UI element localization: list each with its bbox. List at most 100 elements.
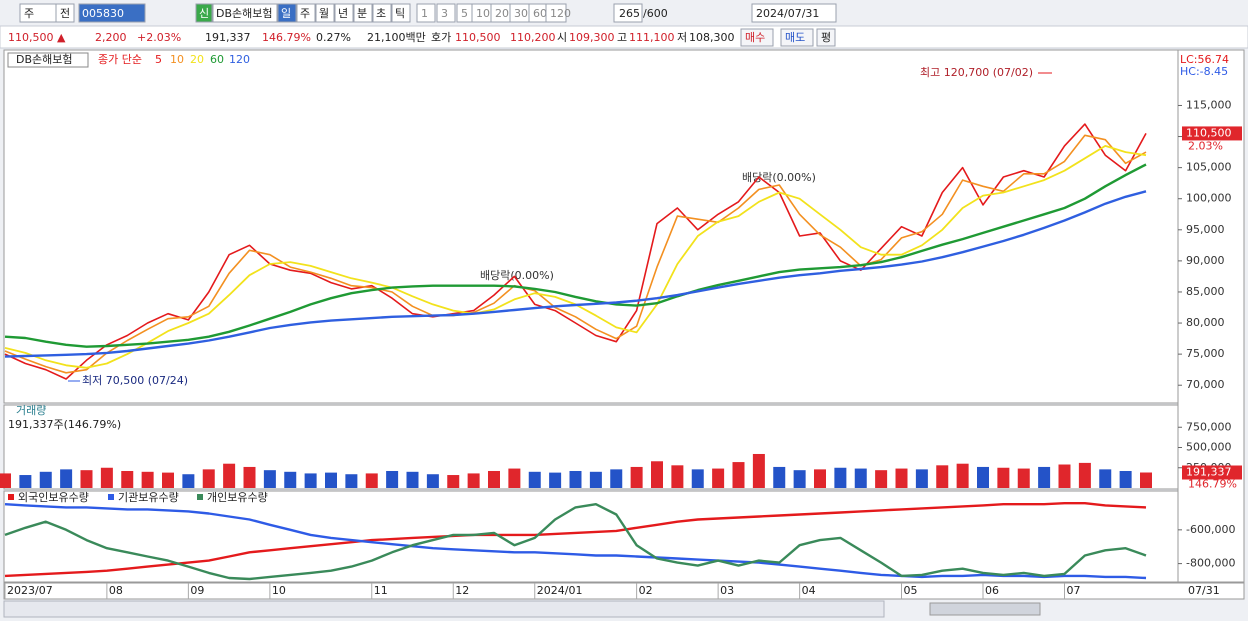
legend-entry: 5 xyxy=(155,53,162,66)
quote-bid: 110,200 xyxy=(510,31,556,44)
high-annotation: 최고 120,700 (07/02) xyxy=(920,66,1033,79)
series-line xyxy=(4,134,1147,374)
period-button[interactable]: 틱 xyxy=(395,7,405,20)
volume-bar xyxy=(100,467,113,488)
period-button[interactable]: 년 xyxy=(338,7,348,20)
period-button-box[interactable] xyxy=(391,3,411,23)
x-tick-label: 2024/01 xyxy=(537,584,583,597)
period-button[interactable]: 월 xyxy=(319,7,329,20)
market-select[interactable]: 주 xyxy=(24,7,34,20)
chart-title: DB손해보험 xyxy=(16,52,73,66)
x-tick-label: 04 xyxy=(802,584,816,597)
period-button-box[interactable] xyxy=(315,3,335,23)
volume-bar xyxy=(528,471,541,488)
volume-bar xyxy=(1017,468,1030,488)
legend-entry: 10 xyxy=(170,53,184,66)
period-button-box[interactable] xyxy=(372,3,392,23)
prev-button-box[interactable] xyxy=(55,3,75,23)
x-tick-label: 07 xyxy=(1067,584,1081,597)
count-input[interactable]: 265 xyxy=(619,7,640,20)
period-button-box[interactable] xyxy=(296,3,316,23)
x-tick-label: 02 xyxy=(639,584,653,597)
stock-name-box[interactable] xyxy=(212,3,278,23)
x-tick-label: 09 xyxy=(190,584,204,597)
y-tick-label: 100,000 xyxy=(1186,192,1232,205)
prev-button[interactable]: 전 xyxy=(60,7,70,20)
volume-bar xyxy=(1140,472,1152,488)
last-volume-ratio: 146.79% xyxy=(1188,478,1237,491)
legend-entry: 60 xyxy=(210,53,224,66)
scroll-thumb[interactable] xyxy=(929,602,1041,616)
volume-bar xyxy=(263,470,276,488)
volume-bar xyxy=(854,468,867,488)
volume-bar xyxy=(915,469,928,488)
interval-button-box[interactable] xyxy=(436,3,456,23)
price-pane xyxy=(3,49,1179,404)
interval-button[interactable]: 10 xyxy=(476,7,490,20)
volume-bar xyxy=(1038,466,1051,488)
volume-bar xyxy=(467,473,480,488)
avg-button[interactable] xyxy=(816,28,836,47)
count-max[interactable]: /600 xyxy=(643,7,668,20)
series-line xyxy=(4,503,1147,581)
badge[interactable]: 신 xyxy=(199,7,209,20)
quote-high: 111,100 xyxy=(629,31,675,44)
period-button[interactable]: 일 xyxy=(281,6,291,20)
quote-open: 109,300 xyxy=(569,31,615,44)
series-line xyxy=(4,502,1147,578)
last-change-label: 2.03% xyxy=(1188,139,1223,152)
date-input-box[interactable] xyxy=(751,3,837,23)
legend-swatch xyxy=(8,494,14,500)
buy-button[interactable] xyxy=(740,28,774,47)
period-button[interactable]: 초 xyxy=(376,7,386,20)
interval-button[interactable]: 120 xyxy=(550,7,571,20)
volume-bar xyxy=(386,470,399,488)
interval-button[interactable]: 1 xyxy=(421,7,428,20)
count-input-box[interactable] xyxy=(613,3,643,23)
badge-box[interactable] xyxy=(195,3,213,23)
legend-swatch xyxy=(197,494,203,500)
code-input-box[interactable] xyxy=(78,3,146,23)
interval-button[interactable]: 30 xyxy=(514,7,528,20)
quote-sell[interactable]: 매도 xyxy=(785,31,805,44)
last-price-label: 110,500 xyxy=(1186,126,1232,139)
y-tick-label: 85,000 xyxy=(1186,285,1225,298)
period-button-box[interactable] xyxy=(277,3,297,23)
quote-low-label: 저 xyxy=(677,31,687,44)
period-button-box[interactable] xyxy=(353,3,373,23)
volume-bar xyxy=(793,470,806,488)
volume-bar xyxy=(671,465,684,488)
stock-name[interactable]: DB손해보험 xyxy=(216,6,273,20)
y-tick-label: 750,000 xyxy=(1186,420,1232,433)
volume-bar xyxy=(284,471,297,488)
volume-bar xyxy=(834,467,847,488)
volume-bar xyxy=(1099,469,1112,488)
y-tick-label: 70,000 xyxy=(1186,378,1225,391)
quote-buy[interactable]: 매수 xyxy=(745,31,765,44)
interval-button[interactable]: 3 xyxy=(441,7,448,20)
interval-button[interactable]: 20 xyxy=(495,7,509,20)
volume-bar xyxy=(610,469,623,488)
interval-button[interactable]: 60 xyxy=(533,7,547,20)
date-input[interactable]: 2024/07/31 xyxy=(756,7,819,20)
period-button-box[interactable] xyxy=(334,3,354,23)
interval-button-box[interactable] xyxy=(545,3,567,23)
volume-bar xyxy=(1078,462,1091,488)
last-volume-box xyxy=(1182,465,1242,480)
code-input[interactable]: 005830 xyxy=(82,7,124,20)
period-button[interactable]: 주 xyxy=(300,7,310,20)
sell-button[interactable] xyxy=(780,28,814,47)
low-annotation: 최저 70,500 (07/24) xyxy=(82,374,188,387)
quote-low: 108,300 xyxy=(689,31,735,44)
volume-bar xyxy=(0,473,11,488)
period-button[interactable]: 분 xyxy=(357,7,367,20)
volume-bar xyxy=(875,470,888,488)
scrollbar[interactable] xyxy=(3,600,885,618)
interval-button[interactable]: 5 xyxy=(461,7,468,20)
volume-bar xyxy=(447,475,460,488)
y-tick-label: 80,000 xyxy=(1186,316,1225,329)
quote-avg[interactable]: 평 xyxy=(821,31,831,44)
volume-bar xyxy=(162,472,174,488)
volume-bar xyxy=(304,473,317,488)
interval-button-box[interactable] xyxy=(416,3,436,23)
